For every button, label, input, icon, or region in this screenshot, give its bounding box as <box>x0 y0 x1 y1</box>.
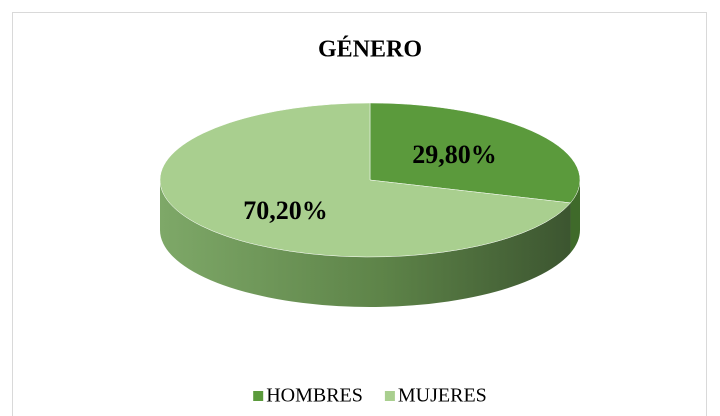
pie: 29,80% 70,20% <box>159 102 581 308</box>
legend-label: HOMBRES <box>266 385 363 407</box>
legend: HOMBRES MUJERES <box>253 385 487 407</box>
data-label: 29,80% <box>412 140 497 169</box>
data-label: 70,20% <box>243 196 328 225</box>
legend-swatch <box>384 391 395 401</box>
chart-title: GÉNERO <box>318 37 422 63</box>
legend-label: MUJERES <box>398 385 487 407</box>
slice-side <box>160 180 571 308</box>
legend-swatch <box>253 391 264 401</box>
slice-side <box>570 180 580 253</box>
slice <box>159 102 572 258</box>
slice <box>369 102 581 204</box>
